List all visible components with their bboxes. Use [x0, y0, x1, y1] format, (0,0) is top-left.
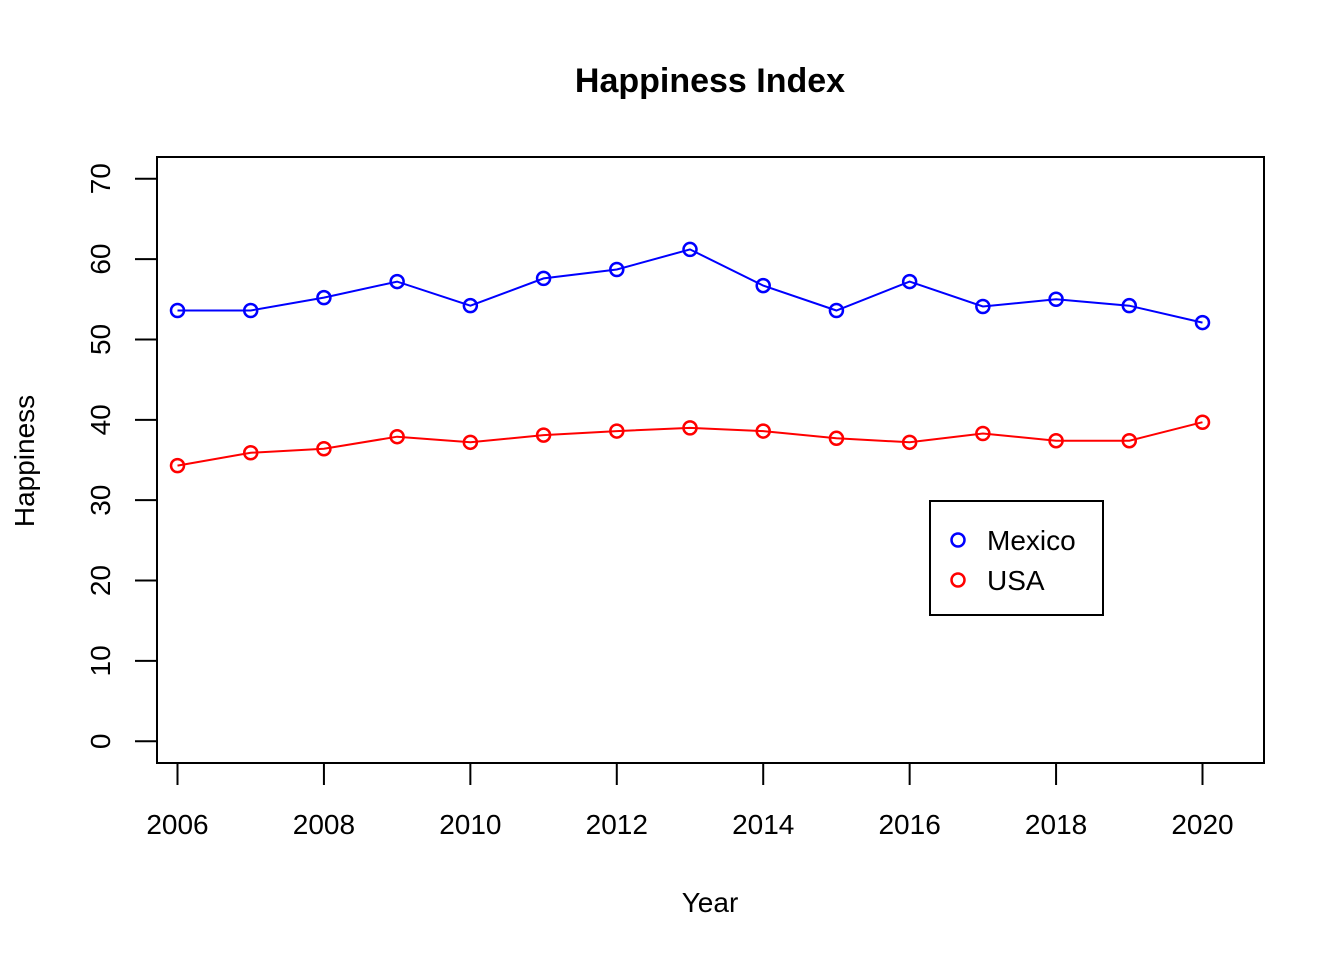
- data-point-mexico: [682, 241, 698, 258]
- y-axis: 0 10 20 30 40 50 60 70: [85, 163, 158, 750]
- legend: Mexico USA: [929, 500, 1104, 616]
- data-point-usa: [975, 425, 991, 442]
- plot-frame: [156, 156, 1265, 764]
- y-tick-label: 0: [85, 734, 116, 750]
- legend-label-mexico: Mexico: [987, 525, 1076, 556]
- x-axis-label: Year: [682, 887, 739, 918]
- data-point-mexico: [1121, 297, 1138, 314]
- chart-title: Happiness Index: [575, 62, 845, 100]
- data-point-mexico: [169, 302, 186, 319]
- y-tick-label: 70: [85, 163, 116, 194]
- x-tick-label: 2006: [146, 809, 208, 840]
- x-tick-label: 2018: [1025, 809, 1087, 840]
- x-axis: 2006 2008 2010 2012 2014 2016 2018 2020: [146, 762, 1234, 840]
- data-point-usa: [316, 440, 332, 457]
- data-point-mexico: [1194, 314, 1211, 331]
- legend-marker-usa: [950, 572, 966, 588]
- data-point-mexico: [901, 273, 918, 290]
- data-point-usa: [535, 427, 552, 443]
- y-tick-label: 20: [85, 565, 116, 596]
- data-point-mexico: [828, 302, 845, 319]
- data-point-mexico: [975, 298, 991, 315]
- y-tick-label: 50: [85, 324, 116, 355]
- data-point-mexico: [462, 297, 479, 314]
- x-tick-label: 2012: [586, 809, 648, 840]
- data-point-usa: [682, 420, 698, 436]
- x-tick-label: 2008: [293, 809, 355, 840]
- data-point-mexico: [242, 302, 259, 319]
- legend-marker-mexico: [950, 532, 966, 548]
- data-point-mexico: [535, 270, 552, 287]
- data-point-usa: [462, 434, 479, 451]
- data-point-usa: [1048, 432, 1064, 449]
- data-point-usa: [901, 434, 918, 451]
- data-point-usa: [1121, 432, 1138, 449]
- data-point-mexico: [1048, 291, 1064, 308]
- series-line-usa: [177, 421, 1203, 467]
- x-tick-label: 2010: [439, 809, 501, 840]
- data-point-usa: [828, 430, 845, 447]
- legend-box: [929, 500, 1104, 616]
- data-point-usa: [169, 457, 186, 474]
- data-point-usa: [389, 428, 405, 445]
- series-line-mexico: [177, 248, 1203, 324]
- data-point-mexico: [389, 273, 405, 290]
- y-axis-label: Happiness: [9, 395, 40, 527]
- x-tick-label: 2016: [878, 809, 940, 840]
- legend-label-usa: USA: [987, 565, 1045, 596]
- y-tick-label: 10: [85, 645, 116, 676]
- data-point-mexico: [755, 277, 771, 294]
- data-point-usa: [755, 423, 771, 439]
- data-point-mexico: [609, 261, 625, 278]
- data-point-usa: [242, 445, 259, 461]
- data-point-mexico: [316, 289, 332, 306]
- data-point-usa: [1194, 414, 1211, 430]
- series-layer: [169, 241, 1211, 474]
- x-tick-label: 2014: [732, 809, 794, 840]
- x-tick-label: 2020: [1171, 809, 1233, 840]
- y-tick-label: 30: [85, 485, 116, 516]
- y-tick-label: 40: [85, 404, 116, 435]
- data-point-usa: [609, 423, 625, 439]
- y-tick-label: 60: [85, 243, 116, 274]
